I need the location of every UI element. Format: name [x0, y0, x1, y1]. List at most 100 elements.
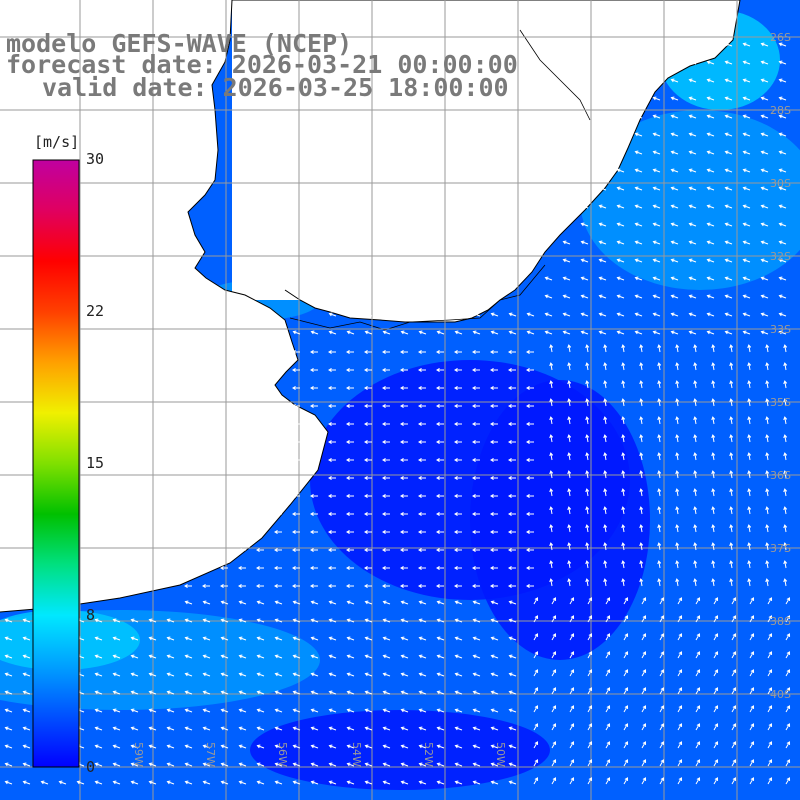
- wind-arrow: [760, 150, 769, 155]
- wind-arrow: [346, 494, 354, 498]
- wind-arrow: [641, 597, 647, 605]
- wind-arrow: [760, 186, 769, 191]
- wind-arrow: [695, 741, 701, 749]
- wind-arrow: [652, 78, 661, 83]
- wind-arrow: [569, 651, 575, 659]
- wind-arrow: [749, 615, 755, 623]
- wind-arrow: [778, 312, 787, 317]
- wind-arrow: [310, 404, 318, 408]
- wind-arrow: [742, 78, 751, 83]
- wind-arrow: [747, 542, 752, 551]
- wind-arrow: [693, 542, 698, 551]
- wind-arrow: [711, 578, 716, 587]
- wind-arrow: [220, 672, 229, 677]
- wind-arrow: [641, 687, 647, 695]
- wind-arrow: [508, 744, 517, 749]
- wind-arrow: [693, 524, 698, 533]
- wind-arrow: [657, 560, 662, 569]
- wind-arrow: [533, 687, 539, 695]
- wind-arrow: [418, 330, 427, 335]
- wind-arrow: [94, 708, 103, 713]
- wind-arrow: [418, 404, 426, 408]
- wind-arrow: [364, 548, 372, 552]
- wind-arrow: [418, 312, 427, 317]
- wind-arrow: [585, 380, 590, 389]
- wind-arrow: [310, 368, 318, 372]
- wind-arrow: [256, 566, 264, 570]
- wind-arrow: [634, 240, 643, 245]
- wind-arrow: [657, 434, 662, 443]
- wind-arrow: [256, 636, 265, 641]
- wind-arrow: [693, 362, 698, 371]
- wind-arrow: [659, 705, 665, 713]
- wind-arrow: [623, 687, 629, 695]
- wind-arrow: [490, 476, 498, 480]
- wind-arrow: [731, 651, 737, 659]
- wind-arrow: [603, 380, 608, 389]
- wind-arrow: [364, 422, 372, 426]
- wind-arrow: [533, 759, 539, 767]
- wind-arrow: [310, 744, 319, 749]
- wind-arrow: [148, 708, 157, 713]
- wind-arrow: [328, 386, 336, 390]
- wind-arrow: [587, 759, 593, 767]
- wind-arrow: [4, 726, 13, 731]
- wind-arrow: [238, 548, 246, 552]
- wind-arrow: [238, 618, 247, 623]
- wind-arrow: [202, 762, 211, 767]
- wind-arrow: [292, 584, 300, 588]
- wind-arrow: [675, 452, 680, 461]
- wind-arrow: [711, 452, 716, 461]
- wind-arrow: [603, 542, 608, 551]
- wind-arrow: [706, 294, 715, 299]
- wind-arrow: [364, 690, 373, 695]
- wind-arrow: [454, 312, 463, 317]
- wind-arrow: [4, 618, 13, 623]
- wind-arrow: [526, 584, 534, 588]
- wind-arrow: [382, 422, 390, 426]
- wind-arrow: [785, 723, 791, 731]
- wind-arrow: [747, 380, 752, 389]
- wind-arrow: [418, 654, 427, 659]
- wind-arrow: [549, 362, 554, 371]
- wind-arrow: [783, 362, 788, 371]
- wind-arrow: [238, 780, 247, 785]
- wind-arrow: [551, 741, 557, 749]
- wind-arrow: [346, 780, 355, 785]
- wind-arrow: [785, 651, 791, 659]
- wind-arrow: [166, 618, 175, 623]
- wind-arrow: [508, 312, 517, 317]
- wind-arrow: [569, 597, 575, 605]
- wind-arrow: [652, 96, 661, 101]
- wind-arrow: [729, 380, 734, 389]
- wind-arrow: [724, 240, 733, 245]
- wind-arrow: [472, 530, 480, 534]
- wind-arrow: [526, 312, 535, 317]
- wind-arrow: [472, 494, 480, 498]
- wind-arrow: [549, 398, 554, 407]
- wind-arrow: [256, 618, 265, 623]
- wind-arrow: [603, 560, 608, 569]
- wind-arrow: [567, 452, 572, 461]
- wind-arrow: [659, 597, 665, 605]
- lon-label: 50W: [494, 742, 507, 767]
- wind-arrow: [454, 350, 462, 354]
- wind-arrow: [713, 759, 719, 767]
- wind-arrow: [639, 362, 644, 371]
- wind-arrow: [675, 524, 680, 533]
- wind-arrow: [767, 669, 773, 677]
- wind-arrow: [760, 258, 769, 263]
- wind-arrow: [220, 584, 228, 588]
- wind-arrow: [677, 615, 683, 623]
- wind-arrow: [418, 636, 427, 641]
- wind-arrow: [310, 600, 319, 605]
- wind-arrow: [454, 368, 462, 372]
- wind-arrow: [731, 759, 737, 767]
- wind-arrow: [598, 312, 607, 317]
- wind-arrow: [778, 186, 787, 191]
- wind-arrow: [742, 132, 751, 137]
- wind-arrow: [783, 542, 788, 551]
- wind-arrow: [585, 524, 590, 533]
- wind-arrow: [598, 168, 607, 173]
- wind-arrow: [418, 386, 426, 390]
